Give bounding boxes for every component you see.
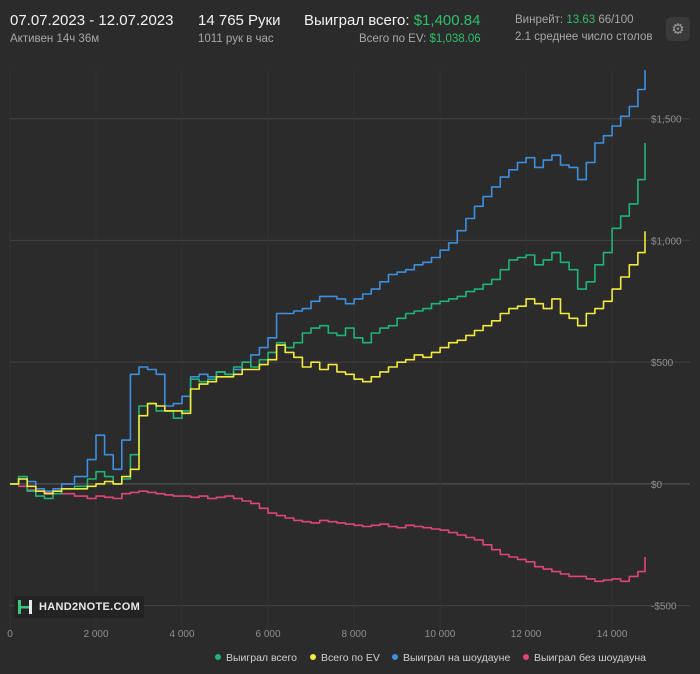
x-tick-label: 2 000 <box>83 629 108 640</box>
winrate-stat: Винрейт: 13.63 66/100 <box>515 14 634 26</box>
legend-label: Выиграл на шоудауне <box>403 652 511 664</box>
legend-dot <box>523 654 529 660</box>
legend-dot <box>392 654 398 660</box>
x-tick-label: 0 <box>7 629 13 640</box>
avg-tables: 2.1 среднее число столов <box>515 31 653 43</box>
profit-chart: -$500 $0 $500 $1,000 $1,500 0 2 000 4 000 6 000 8… <box>7 70 690 640</box>
legend-label: Всего по EV <box>321 652 380 664</box>
series-line-ev <box>10 231 646 495</box>
date-range[interactable]: 07.07.2023 - 12.07.2023 <box>10 12 174 29</box>
x-tick-label: 6 000 <box>256 629 281 640</box>
x-tick-label: 10 000 <box>425 629 456 640</box>
y-tick-label: $1,500 <box>651 115 682 126</box>
y-tick-label: -$500 <box>651 602 677 613</box>
legend-item-no-showdown[interactable]: Выиграл без шоудауна <box>523 652 646 664</box>
legend-item-ev[interactable]: Всего по EV <box>310 652 380 664</box>
won-total-value: $1,400.84 <box>413 12 481 29</box>
gear-icon: ⚙ <box>671 21 685 38</box>
stats-header: 07.07.2023 - 12.07.2023 Активен 14ч 36м … <box>0 0 700 58</box>
hand2note-logo-text: HAND2NOTE.COM <box>39 601 141 613</box>
legend-item-showdown[interactable]: Выиграл на шоудауне <box>392 652 510 664</box>
x-tick-label: 14 000 <box>597 629 628 640</box>
ev-total-label: Всего по EV: <box>359 33 427 45</box>
chart-legend: Выиграл всего Всего по EV Выиграл на шоу… <box>0 652 700 668</box>
legend-item-won-total[interactable]: Выиграл всего <box>215 652 297 664</box>
legend-dot <box>215 654 221 660</box>
legend-dot <box>310 654 316 660</box>
y-tick-label: $1,000 <box>651 236 682 247</box>
y-tick-label: $0 <box>651 480 663 491</box>
winrate-value: 13.63 <box>566 14 596 26</box>
chart-grid <box>9 70 690 630</box>
chart-series <box>10 70 646 583</box>
won-total-stat: Выиграл всего: $1,400.84 <box>304 12 480 29</box>
legend-label: Выиграл без шоудауна <box>534 652 646 664</box>
winrate-suffix: 66/100 <box>598 14 634 26</box>
active-time: Активен 14ч 36м <box>10 33 100 45</box>
won-total-label: Выиграл всего: <box>304 12 410 29</box>
series-line-no-showdown <box>10 483 646 583</box>
ev-total-stat: Всего по EV: $1,038.06 <box>359 33 481 45</box>
chart-ticks: -$500 $0 $500 $1,000 $1,500 0 2 000 4 000 6 000 8… <box>7 115 682 640</box>
x-tick-label: 12 000 <box>511 629 542 640</box>
ev-total-value: $1,038.06 <box>429 33 481 45</box>
hands-count: 14 765 Руки <box>198 12 281 29</box>
legend-label: Выиграл всего <box>226 652 297 664</box>
x-tick-label: 8 000 <box>342 629 367 640</box>
winrate-label: Винрейт: <box>515 14 564 26</box>
hand2note-logo-icon <box>18 600 32 614</box>
settings-button[interactable]: ⚙ <box>666 17 690 41</box>
series-line-showdown <box>10 70 646 492</box>
hand2note-logo: HAND2NOTE.COM <box>14 596 145 618</box>
series-line-won-total <box>10 143 646 500</box>
x-tick-label: 4 000 <box>170 629 195 640</box>
hands-per-hour: 1011 рук в час <box>198 33 274 45</box>
y-tick-label: $500 <box>651 358 674 369</box>
